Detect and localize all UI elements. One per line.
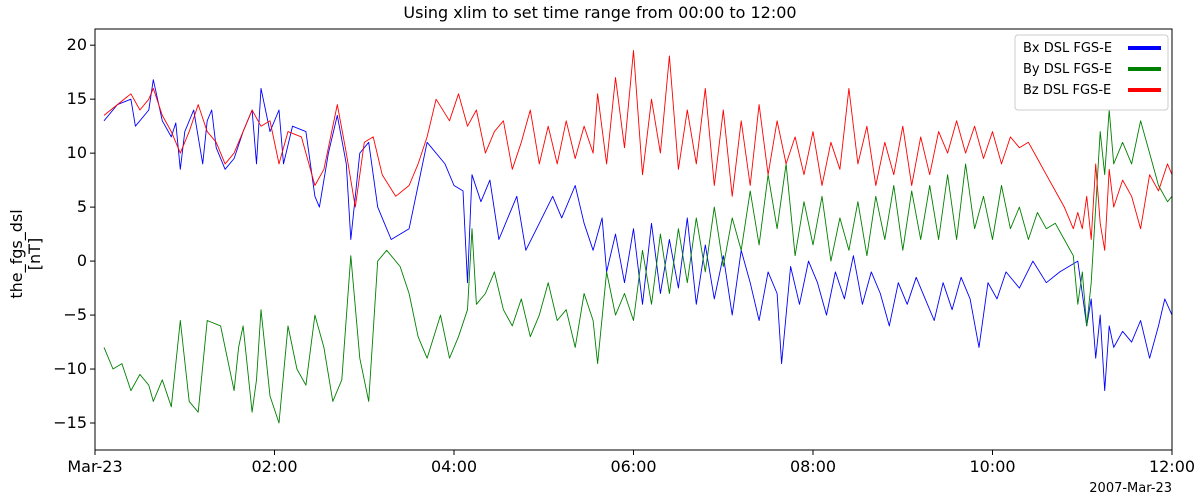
series-line-bz <box>103 50 1172 251</box>
x-tick-label: 10:00 <box>969 457 1015 476</box>
legend-label: Bz DSL FGS-E <box>1023 83 1111 98</box>
y-tick-label: 20 <box>67 35 87 54</box>
y-tick-label: 5 <box>77 197 87 216</box>
plot-frame <box>94 28 1173 451</box>
y-axis: −15 −10 −5 0 5 10 15 20 <box>53 35 95 432</box>
y-axis-label-line-2: [nT] <box>25 238 44 270</box>
plot-area <box>103 50 1172 424</box>
chart-title: Using xlim to set time range from 00:00 … <box>403 3 796 22</box>
x-tick-label: Mar-23 <box>67 457 122 476</box>
y-tick-label: −5 <box>63 305 87 324</box>
x-tick-label: 02:00 <box>251 457 297 476</box>
y-tick-label: −10 <box>53 359 87 378</box>
legend-label: By DSL FGS-E <box>1023 62 1112 77</box>
y-axis-label-line-1: the_fgs_dsl <box>7 209 27 298</box>
x-tick-label: 08:00 <box>790 457 836 476</box>
x-axis: Mar-23 02:00 04:00 06:00 08:00 10:00 12:00 <box>67 450 1195 476</box>
series-line-bx <box>103 79 1172 392</box>
x-tick-label: 12:00 <box>1149 457 1195 476</box>
legend-label: Bx DSL FGS-E <box>1023 41 1112 56</box>
x-tick-label: 06:00 <box>610 457 656 476</box>
legend: Bx DSL FGS-E By DSL FGS-E Bz DSL FGS-E <box>1014 34 1169 111</box>
series-line-by <box>103 109 1172 424</box>
y-tick-label: −15 <box>53 413 87 432</box>
y-tick-label: 10 <box>67 143 87 162</box>
date-label: 2007-Mar-23 <box>1089 481 1172 496</box>
x-tick-label: 04:00 <box>431 457 477 476</box>
y-tick-label: 15 <box>67 89 87 108</box>
y-axis-label: the_fgs_dsl [nT] <box>7 209 44 298</box>
y-tick-label: 0 <box>77 251 87 270</box>
